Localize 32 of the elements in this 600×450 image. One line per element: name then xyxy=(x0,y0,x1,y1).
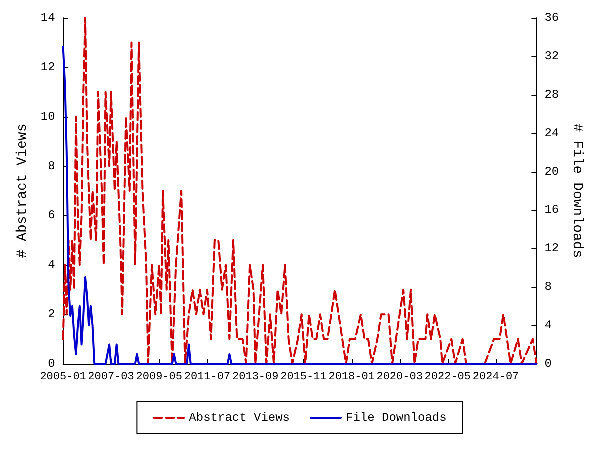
x-tick-label: 2022-05 xyxy=(424,372,472,384)
y-tick-label: 12 xyxy=(40,60,56,74)
x-tick-label: 2011-07 xyxy=(184,372,231,384)
y-tick-label: 0 xyxy=(48,357,56,371)
y2-tick-label: 8 xyxy=(544,280,552,294)
y-tick-label: 6 xyxy=(48,208,56,223)
x-tick-label: 2020-03 xyxy=(376,372,423,384)
y2-tick-label: 0 xyxy=(544,357,552,371)
x-tick-label: 2005-01 xyxy=(40,372,87,384)
y2-tick-label: 20 xyxy=(544,164,560,179)
x-tick-label: 2018-01 xyxy=(328,372,376,384)
y2-tick-label: 28 xyxy=(544,88,560,102)
y2-tick-label: 32 xyxy=(544,49,560,64)
y2-axis-title: # File Downloads xyxy=(569,124,585,258)
y2-tick-label: 12 xyxy=(544,242,560,256)
y2-tick-label: 4 xyxy=(544,318,552,333)
y-tick-label: 10 xyxy=(40,110,56,124)
x-tick-label: 2007-03 xyxy=(88,372,134,384)
legend-label: Abstract Views xyxy=(189,411,290,425)
y2-tick-label: 24 xyxy=(544,126,560,140)
y2-tick-label: 16 xyxy=(544,203,560,218)
x-tick-label: 2024-07 xyxy=(472,372,520,384)
y-tick-label: 14 xyxy=(40,11,56,25)
y-tick-label: 4 xyxy=(48,258,56,272)
legend-label: File Downloads xyxy=(346,411,447,425)
x-tick-label: 2013-09 xyxy=(232,372,279,384)
y-tick-label: 8 xyxy=(48,159,56,174)
y-axis-title: # Abstract Views xyxy=(15,124,31,258)
x-tick-label: 2015-11 xyxy=(280,372,328,384)
x-tick-label: 2009-05 xyxy=(136,372,182,384)
y-tick-label: 2 xyxy=(48,308,56,322)
y2-tick-label: 36 xyxy=(544,11,560,25)
